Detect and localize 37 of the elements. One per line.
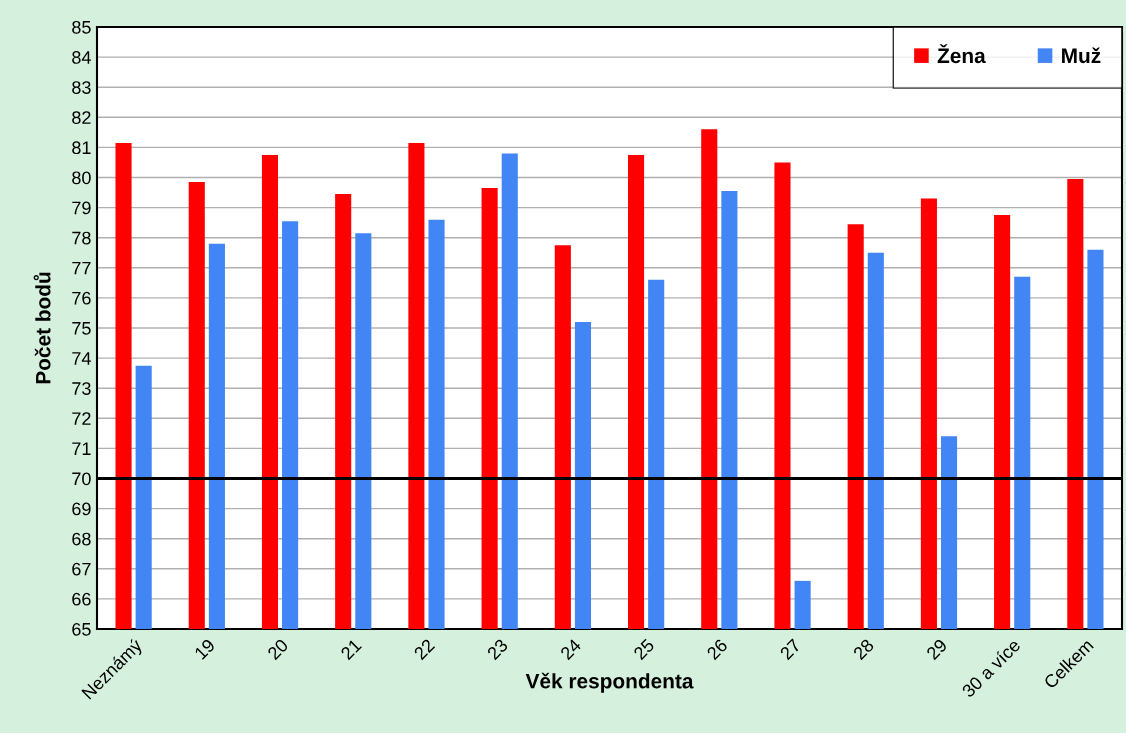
- y-tick-label: 69: [72, 502, 91, 516]
- y-tick-label: 77: [72, 261, 91, 275]
- y-tick-label: 65: [72, 622, 91, 636]
- y-tick-label: 72: [72, 412, 91, 425]
- y-tick-label: 71: [72, 442, 91, 455]
- x-tick-label: 21: [340, 638, 362, 661]
- y-tick-label: 75: [72, 322, 91, 335]
- x-tick-label: 19: [193, 638, 216, 660]
- y-tick-label: 73: [72, 382, 91, 395]
- y-tick-label: 85: [72, 20, 91, 34]
- y-tick-label: 78: [72, 231, 91, 245]
- x-tick-label: 25: [632, 638, 655, 661]
- x-tick-label: 27: [779, 638, 802, 661]
- y-tick-label: 66: [72, 592, 91, 606]
- x-axis-title: Věk respondenta: [525, 672, 694, 693]
- x-tick-label: 26: [706, 638, 729, 661]
- legend-label: Muž: [1062, 47, 1101, 64]
- y-tick-label: 70: [72, 472, 91, 486]
- y-tick-label: 83: [72, 81, 91, 94]
- y-tick-label: 82: [72, 111, 91, 125]
- y-tick-label: 74: [72, 352, 91, 365]
- y-tick-label: 68: [72, 532, 91, 546]
- y-tick-label: 67: [72, 562, 91, 576]
- y-tick-label: 80: [72, 171, 91, 185]
- y-axis-title: Počet bodů: [33, 272, 51, 384]
- x-tick-label: 30 a více: [960, 637, 1021, 699]
- y-tick-label: 81: [72, 141, 91, 155]
- x-tick-label: 28: [852, 638, 875, 661]
- legend-label: Žena: [937, 44, 986, 64]
- x-tick-label: 23: [486, 638, 509, 661]
- y-tick-label: 76: [72, 291, 91, 305]
- y-tick-label: 79: [72, 201, 91, 215]
- x-tick-label: 20: [266, 638, 289, 661]
- x-tick-label: 22: [413, 638, 436, 661]
- y-tick-label: 84: [72, 51, 91, 64]
- x-tick-label: 29: [925, 638, 948, 661]
- x-tick-label: 24: [559, 638, 582, 661]
